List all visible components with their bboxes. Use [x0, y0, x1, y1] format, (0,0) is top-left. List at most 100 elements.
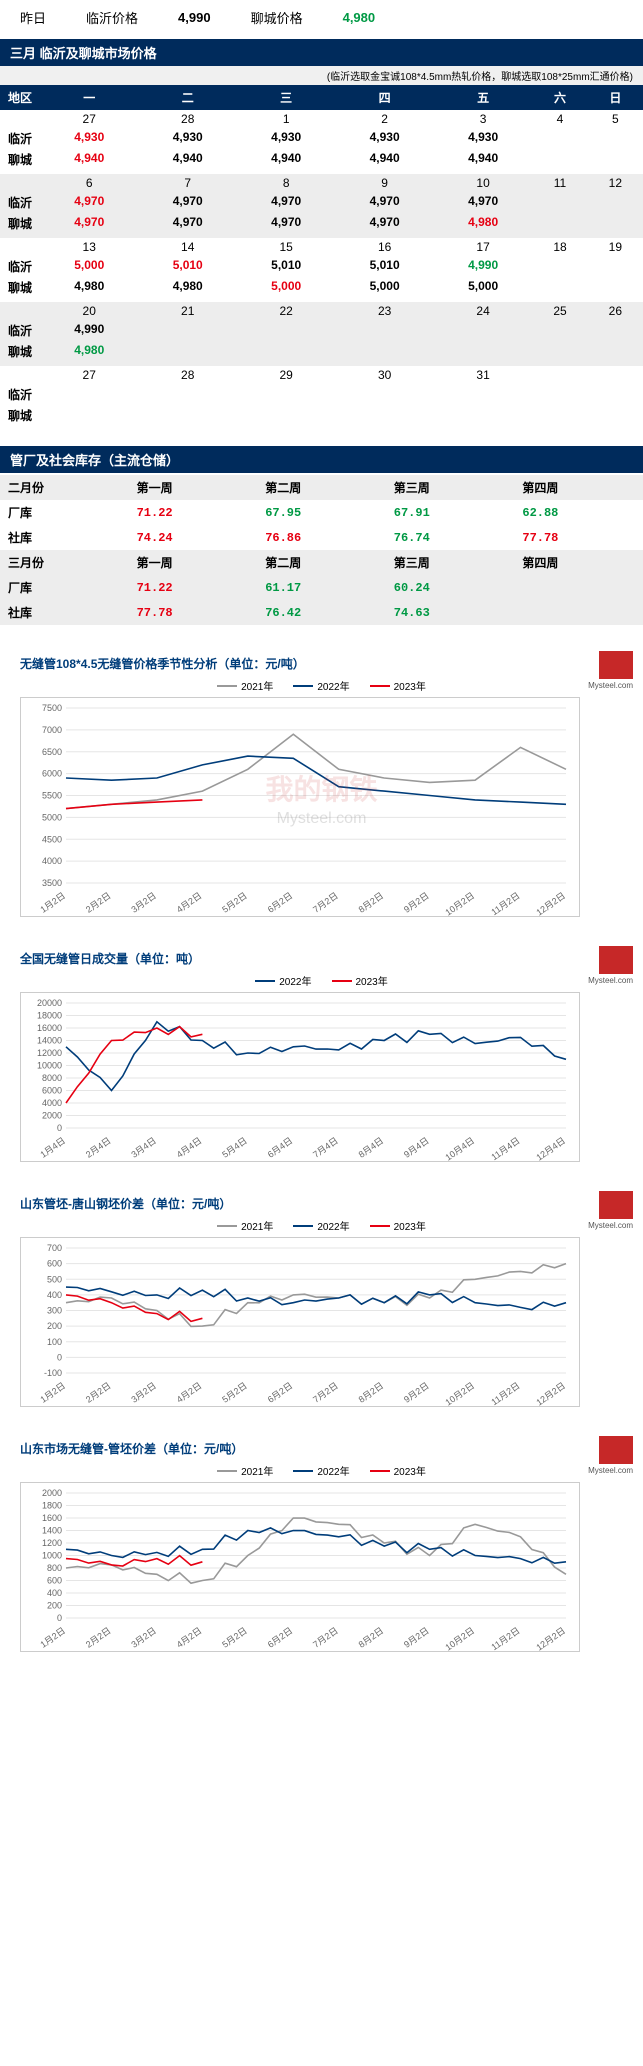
cal-price: 5,000 [335, 277, 433, 298]
chart-svg: 3500400045005000550060006500700075001月2日… [20, 697, 580, 917]
svg-text:7000: 7000 [42, 725, 62, 735]
cal-price [434, 320, 532, 341]
cal-price: 4,980 [40, 341, 138, 362]
mysteel-logo [599, 1191, 633, 1219]
cal-price: 4,940 [237, 149, 335, 170]
legend-label: 2022年 [317, 1463, 349, 1478]
chart-container: 山东管坯-唐山钢坯价差（单位：元/吨）2021年2022年2023年-10001… [20, 1195, 623, 1410]
chart-container: 无缝管108*4.5无缝管价格季节性分析（单位：元/吨）2021年2022年20… [20, 655, 623, 920]
cal-price [335, 384, 433, 405]
svg-text:6500: 6500 [42, 747, 62, 757]
cal-price [588, 256, 643, 277]
legend-label: 2021年 [241, 1463, 273, 1478]
cal-date: 9 [335, 174, 433, 192]
legend-line [255, 980, 275, 982]
inv-month-label: 二月份 [0, 475, 129, 500]
inv-week-header: 第四周 [514, 475, 643, 500]
svg-text:7月4日: 7月4日 [311, 1135, 340, 1159]
legend-line [293, 1225, 313, 1227]
cal-date: 7 [138, 174, 236, 192]
cal-price [588, 384, 643, 405]
legend-line [293, 685, 313, 687]
legend-label: 2023年 [394, 1463, 426, 1478]
svg-text:7月2日: 7月2日 [311, 890, 340, 914]
svg-text:4月2日: 4月2日 [175, 1625, 204, 1649]
cal-date: 27 [40, 366, 138, 384]
cal-price [237, 405, 335, 426]
svg-text:5月2日: 5月2日 [220, 1380, 249, 1404]
legend-item: 2023年 [370, 1463, 426, 1478]
chart-svg: -10001002003004005006007001月2日2月2日3月2日4月… [20, 1237, 580, 1407]
svg-text:9月4日: 9月4日 [402, 1135, 431, 1159]
inv-week-header: 第二周 [257, 550, 386, 575]
svg-text:1800: 1800 [42, 1501, 62, 1511]
cal-price [237, 320, 335, 341]
svg-text:1400: 1400 [42, 1526, 62, 1536]
svg-text:9月2日: 9月2日 [402, 1380, 431, 1404]
inv-value: 76.86 [257, 525, 386, 550]
calendar-subnote: (临沂选取金宝诚108*4.5mm热轧价格，聊城选取108*25mm汇通价格) [0, 66, 643, 85]
svg-text:1月2日: 1月2日 [38, 1380, 67, 1404]
svg-text:700: 700 [47, 1243, 62, 1253]
cal-price [532, 192, 587, 213]
cal-date: 3 [434, 110, 532, 128]
cal-price [434, 405, 532, 426]
legend-item: 2022年 [293, 1218, 349, 1233]
cal-header-cell: 三 [237, 85, 335, 110]
cal-price [588, 405, 643, 426]
cal-price [138, 341, 236, 362]
svg-text:1200: 1200 [42, 1538, 62, 1548]
inv-value: 71.22 [129, 575, 258, 600]
chart-container: 山东市场无缝管-管坯价差（单位：元/吨）2021年2022年2023年02004… [20, 1440, 623, 1655]
cal-price: 4,930 [237, 128, 335, 149]
legend-line [217, 685, 237, 687]
svg-text:500: 500 [47, 1274, 62, 1284]
svg-text:12000: 12000 [37, 1048, 62, 1058]
svg-text:10月2日: 10月2日 [443, 890, 476, 917]
cal-price [335, 320, 433, 341]
cal-price [532, 405, 587, 426]
svg-text:4500: 4500 [42, 834, 62, 844]
cal-price [588, 192, 643, 213]
legend-line [370, 1225, 390, 1227]
city-label-liaocheng: 聊城 [0, 213, 40, 234]
cal-header-cell: 六 [532, 85, 587, 110]
cal-price [237, 384, 335, 405]
cal-price [434, 384, 532, 405]
chart-svg: 02004006008001000120014001600180020001月2… [20, 1482, 580, 1652]
legend-label: 2023年 [356, 973, 388, 988]
svg-text:600: 600 [47, 1259, 62, 1269]
chart-legend: 2021年2022年2023年 [20, 1218, 623, 1233]
cal-price [588, 149, 643, 170]
svg-text:1000: 1000 [42, 1551, 62, 1561]
svg-text:100: 100 [47, 1337, 62, 1347]
cal-price: 4,940 [434, 149, 532, 170]
cal-date: 27 [40, 110, 138, 128]
inv-value [514, 575, 643, 600]
cal-price: 4,970 [138, 192, 236, 213]
cal-date: 26 [588, 302, 643, 320]
linyi-label: 临沂价格 [86, 8, 138, 27]
cal-price: 5,010 [237, 256, 335, 277]
chart-legend: 2021年 2022年 2023年 [20, 1463, 623, 1478]
top-price-row: 昨日 临沂价格 4,990 聊城价格 4,980 [0, 0, 643, 35]
chart-legend: 2022年 2023年 [20, 973, 623, 988]
svg-text:16000: 16000 [37, 1023, 62, 1033]
svg-text:5月2日: 5月2日 [220, 1625, 249, 1649]
chart-title: 全国无缝管日成交量（单位：吨） [20, 950, 623, 967]
inv-value: 76.42 [257, 600, 386, 625]
cal-price: 4,930 [335, 128, 433, 149]
cal-price [588, 213, 643, 234]
cal-price [588, 128, 643, 149]
legend-item: 2022年 [255, 973, 311, 988]
cal-price [138, 320, 236, 341]
svg-text:6月4日: 6月4日 [266, 1135, 295, 1159]
svg-text:200: 200 [47, 1601, 62, 1611]
svg-text:7月2日: 7月2日 [311, 1625, 340, 1649]
cal-date: 14 [138, 238, 236, 256]
inv-row-label: 厂库 [0, 500, 129, 525]
cal-date: 12 [588, 174, 643, 192]
inv-value: 67.95 [257, 500, 386, 525]
cal-price: 5,010 [138, 256, 236, 277]
svg-text:6000: 6000 [42, 769, 62, 779]
